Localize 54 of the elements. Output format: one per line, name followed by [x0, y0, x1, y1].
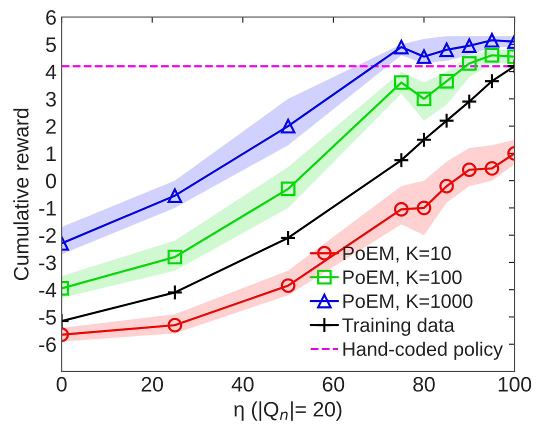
- point: [166, 284, 183, 300]
- point: [484, 73, 500, 90]
- x-tick-label: 100: [498, 376, 532, 392]
- point: [394, 40, 409, 54]
- point: [484, 32, 500, 48]
- point: [461, 94, 478, 110]
- y-tick-label: 3: [46, 92, 56, 107]
- point: [439, 178, 454, 194]
- point: [416, 49, 432, 64]
- point: [168, 318, 182, 332]
- point: [416, 200, 432, 216]
- legend-label: PoEM, K=10: [343, 246, 451, 262]
- point: [416, 92, 432, 106]
- y-tick-label: 0: [46, 174, 56, 188]
- x-tick-label: 0: [56, 376, 67, 392]
- point: [462, 38, 477, 53]
- x-axis-title: η (|Q$_{n}$|= 20): [234, 401, 342, 421]
- y-tick-label: 4: [46, 64, 56, 80]
- point: [394, 202, 409, 217]
- x-tick-label: 20: [142, 376, 163, 392]
- point: [280, 118, 296, 134]
- point: [280, 278, 296, 293]
- point: [393, 152, 410, 168]
- point: [280, 230, 296, 246]
- legend-label: PoEM, K=1000: [343, 294, 472, 310]
- y-tick-label: 5: [46, 38, 56, 52]
- y-tick-label: 2: [46, 119, 56, 134]
- point: [484, 161, 500, 176]
- point: [462, 162, 477, 178]
- point: [439, 74, 454, 88]
- legend-label: Training data: [342, 318, 455, 336]
- point: [168, 188, 182, 203]
- x-tick-label: 40: [232, 376, 254, 392]
- legend-label: Hand-coded policy: [343, 342, 503, 360]
- y-axis-title: Cumulative reward: [13, 108, 29, 280]
- point: [438, 112, 455, 129]
- point: [439, 42, 454, 58]
- legend-label: PoEM, K=100: [343, 270, 462, 286]
- point: [168, 250, 182, 264]
- point: [394, 75, 409, 90]
- y-tick-label: -5: [39, 310, 56, 325]
- y-tick-label: -3: [39, 255, 56, 270]
- y-tick-label: -4: [39, 282, 56, 298]
- y-tick-label: 6: [46, 10, 56, 25]
- point: [280, 182, 296, 196]
- point: [484, 48, 500, 63]
- x-tick-label: 80: [413, 376, 435, 392]
- x-tick-label: 60: [322, 376, 344, 392]
- y-tick-label: -6: [39, 337, 56, 352]
- point: [416, 132, 432, 148]
- y-tick-label: -2: [39, 228, 56, 243]
- y-tick-label: 1: [46, 146, 56, 161]
- y-tick-label: -1: [39, 201, 56, 216]
- point: [462, 56, 477, 71]
